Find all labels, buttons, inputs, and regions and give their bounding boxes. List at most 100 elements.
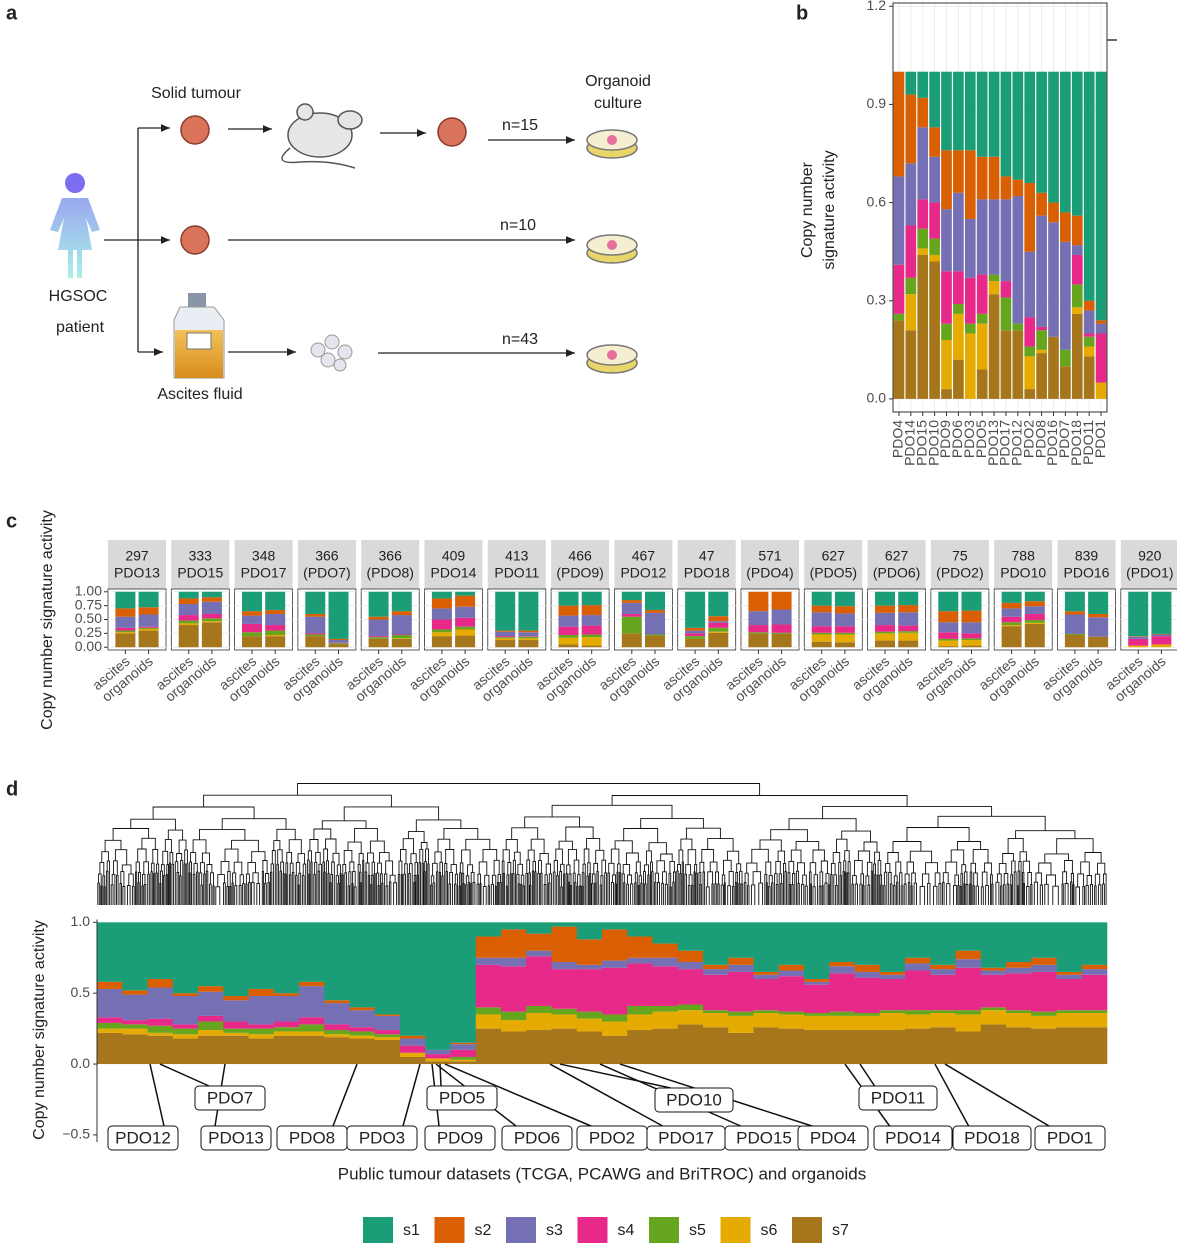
bar-segment [242,615,262,624]
bar-segment [299,1031,325,1036]
bar-segment [652,943,679,958]
bar-segment [905,71,917,95]
bar-segment [299,981,325,987]
y-tick-label: 0.25 [75,624,102,640]
bar-segment [1031,964,1057,972]
panel-label: d [6,778,18,800]
bar-segment [558,637,579,645]
bar-segment [501,966,527,1012]
bar-segment [938,638,959,641]
facet-label: 413 [505,548,529,564]
annotation-label: PDO3 [359,1128,405,1147]
bar-segment [1036,326,1047,331]
annotation-box [194,1085,266,1111]
bar-segment [526,1005,552,1014]
bar-segment [1128,591,1149,637]
facet-label: PDO16 [1064,565,1110,581]
panel-label: b [796,2,808,24]
bar-segment [602,922,628,930]
bar-segment [753,974,780,980]
bar-segment [431,632,452,637]
bar-segment [703,1027,729,1065]
bar-segment [1083,346,1095,357]
bar-segment [1036,192,1047,216]
y-tick-label: 0.9 [867,95,887,111]
bar-segment [955,1010,982,1015]
bar-segment [400,922,426,1036]
bar-segment [703,964,729,970]
annotation-label: PDO2 [589,1128,635,1147]
bar-segment [1064,614,1085,634]
y-tick-label: 0.6 [867,193,887,209]
annotation-label: PDO11 [871,1088,926,1107]
bar-segment [138,628,159,631]
y-tick-label: 0.5 [71,984,91,1000]
bar-segment [1012,196,1024,324]
bar-segment [122,1034,148,1065]
bar-segment [953,304,964,314]
bar-segment [1024,606,1045,614]
bar-segment [1000,71,1012,177]
bar-segment [685,627,706,631]
bar-segment [576,1018,603,1032]
bar-segment [988,71,1000,157]
bar-segment [242,611,262,616]
bar-segment [988,281,1000,295]
bar-segment [854,1030,881,1065]
bar-segment [1048,202,1059,223]
bar-segment [804,922,830,980]
bar-segment [652,957,679,967]
bar-segment [391,591,412,612]
bar-segment [328,643,349,645]
bar-segment [558,615,579,627]
bar-segment [455,617,476,627]
bar-segment [905,163,917,226]
bar-segment [930,1013,956,1028]
bar-segment [1024,622,1045,624]
bar-segment [1151,634,1172,637]
bar-segment [804,1030,830,1065]
bar-segment [1081,969,1108,975]
bar-segment [431,619,452,630]
bar-segment [778,1011,805,1015]
bar-segment [198,1030,224,1036]
facet-label: PDO14 [431,565,477,581]
patient-icon [50,173,100,278]
bar-segment [1012,323,1024,331]
bar-segment [854,922,881,965]
bar-segment [201,591,222,598]
bar-segment [953,271,964,305]
bar-segment [450,1049,477,1057]
bar-segment [248,988,275,997]
bar-segment [1031,957,1057,965]
facet-strip [1120,540,1177,589]
facet-label: (PDO1) [1126,565,1173,581]
bar-segment [1151,633,1172,635]
bar-segment [147,922,174,980]
facet-strip [297,540,356,589]
bar-segment [248,922,275,989]
bar-segment [1001,591,1022,603]
bar-segment [771,624,792,633]
bar-segment [875,633,895,641]
bar-segment [685,633,706,637]
bar-segment [980,922,1007,968]
bar-segment [97,1028,123,1033]
annotation-label: PDO5 [439,1088,485,1107]
facet-label: PDO17 [241,565,287,581]
legend-swatch [577,1217,608,1243]
bar-segment [305,616,326,634]
bar-segment [97,988,123,1018]
bar-segment [980,974,1007,1008]
bar-segment [834,606,855,614]
bar-segment [1071,313,1083,399]
bar-segment [178,620,199,624]
bar-segment [1012,71,1024,180]
annotation-leader [944,1063,1050,1127]
bar-segment [273,1021,300,1028]
bar-segment [976,274,988,314]
bar-segment [122,1020,148,1025]
annotation-label: PDO4 [810,1128,856,1147]
bar-segment [1056,974,1083,980]
bar-segment [526,933,552,951]
